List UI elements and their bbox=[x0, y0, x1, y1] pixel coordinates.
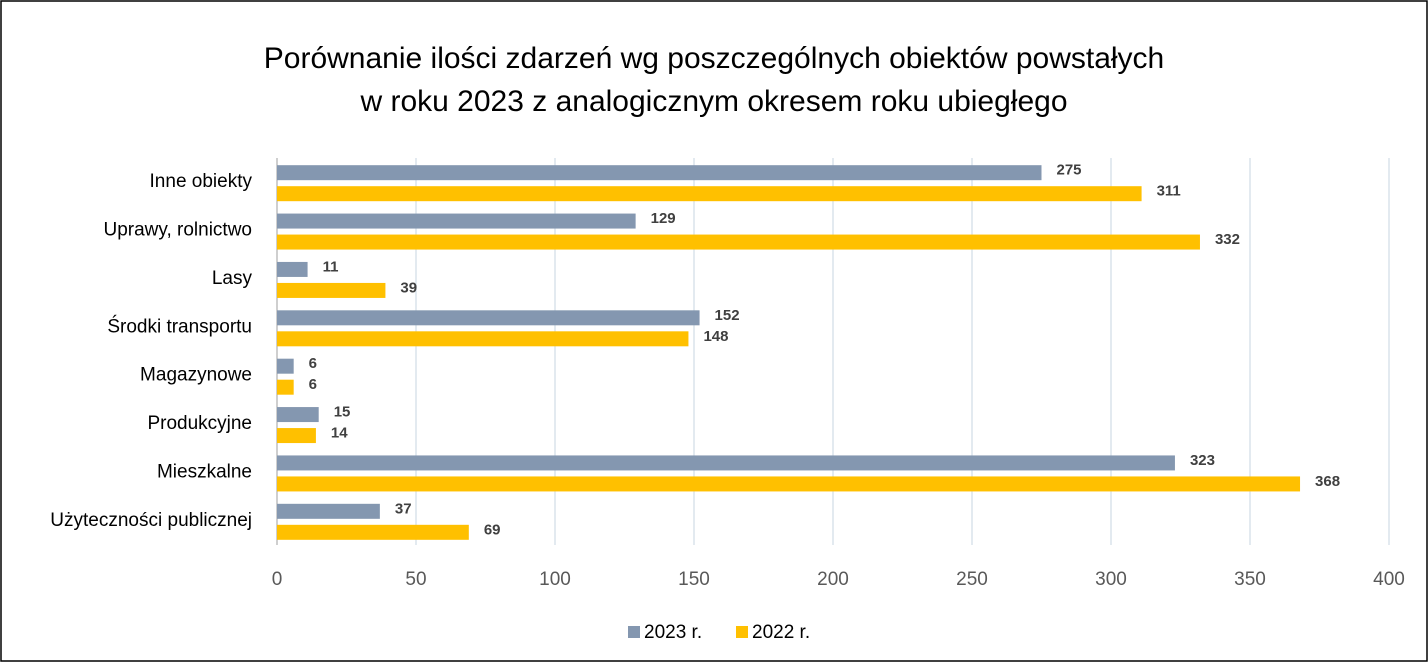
legend-swatch bbox=[736, 626, 748, 638]
bar bbox=[277, 476, 1301, 492]
y-tick-label: Uprawy, rolnictwo bbox=[103, 220, 252, 241]
data-label: 14 bbox=[331, 425, 348, 442]
bar bbox=[277, 310, 700, 326]
data-label: 6 bbox=[309, 376, 317, 393]
bar bbox=[277, 261, 308, 277]
bar bbox=[277, 213, 636, 229]
bar bbox=[277, 455, 1175, 471]
legend-label: 2022 r. bbox=[752, 622, 810, 643]
x-tick-label: 200 bbox=[817, 569, 849, 590]
x-tick-label: 350 bbox=[1234, 569, 1266, 590]
bar bbox=[277, 379, 294, 395]
y-tick-label: Mieszkalne bbox=[157, 461, 252, 482]
legend-label: 2023 r. bbox=[644, 622, 702, 643]
chart-title: w roku 2023 z analogicznym okresem roku … bbox=[359, 85, 1067, 118]
data-label: 37 bbox=[395, 500, 412, 517]
data-label: 15 bbox=[334, 404, 351, 421]
x-tick-label: 300 bbox=[1095, 569, 1127, 590]
data-label: 332 bbox=[1215, 231, 1240, 248]
bar bbox=[277, 165, 1042, 181]
legend-swatch bbox=[628, 626, 640, 638]
data-label: 152 bbox=[715, 307, 740, 324]
y-tick-label: Lasy bbox=[212, 268, 253, 289]
bar bbox=[277, 186, 1142, 202]
y-tick-label: Produkcyjne bbox=[147, 413, 252, 434]
data-label: 148 bbox=[703, 328, 728, 345]
x-tick-label: 150 bbox=[678, 569, 710, 590]
data-label: 69 bbox=[484, 521, 501, 538]
x-tick-label: 400 bbox=[1373, 569, 1405, 590]
bar bbox=[277, 331, 689, 347]
data-label: 311 bbox=[1157, 183, 1181, 200]
x-tick-label: 0 bbox=[272, 569, 283, 590]
bar bbox=[277, 282, 386, 298]
chart-title: Porównanie ilości zdarzeń wg poszczególn… bbox=[264, 42, 1164, 75]
data-label: 39 bbox=[400, 279, 417, 296]
data-label: 6 bbox=[309, 355, 317, 372]
bar bbox=[277, 358, 294, 374]
data-label: 323 bbox=[1190, 452, 1215, 469]
data-label: 275 bbox=[1057, 162, 1082, 179]
bar bbox=[277, 428, 316, 444]
y-tick-label: Inne obiekty bbox=[150, 171, 253, 192]
x-tick-label: 100 bbox=[539, 569, 571, 590]
x-tick-label: 250 bbox=[956, 569, 988, 590]
bar bbox=[277, 407, 319, 423]
y-tick-label: Środki transportu bbox=[107, 315, 252, 337]
data-label: 368 bbox=[1315, 473, 1340, 490]
bar bbox=[277, 524, 469, 540]
data-label: 11 bbox=[323, 258, 339, 275]
bar bbox=[277, 503, 380, 519]
y-tick-label: Użyteczności publicznej bbox=[50, 510, 252, 531]
x-tick-label: 50 bbox=[405, 569, 426, 590]
bar bbox=[277, 234, 1200, 250]
data-label: 129 bbox=[651, 210, 676, 227]
y-tick-label: Magazynowe bbox=[140, 365, 252, 386]
